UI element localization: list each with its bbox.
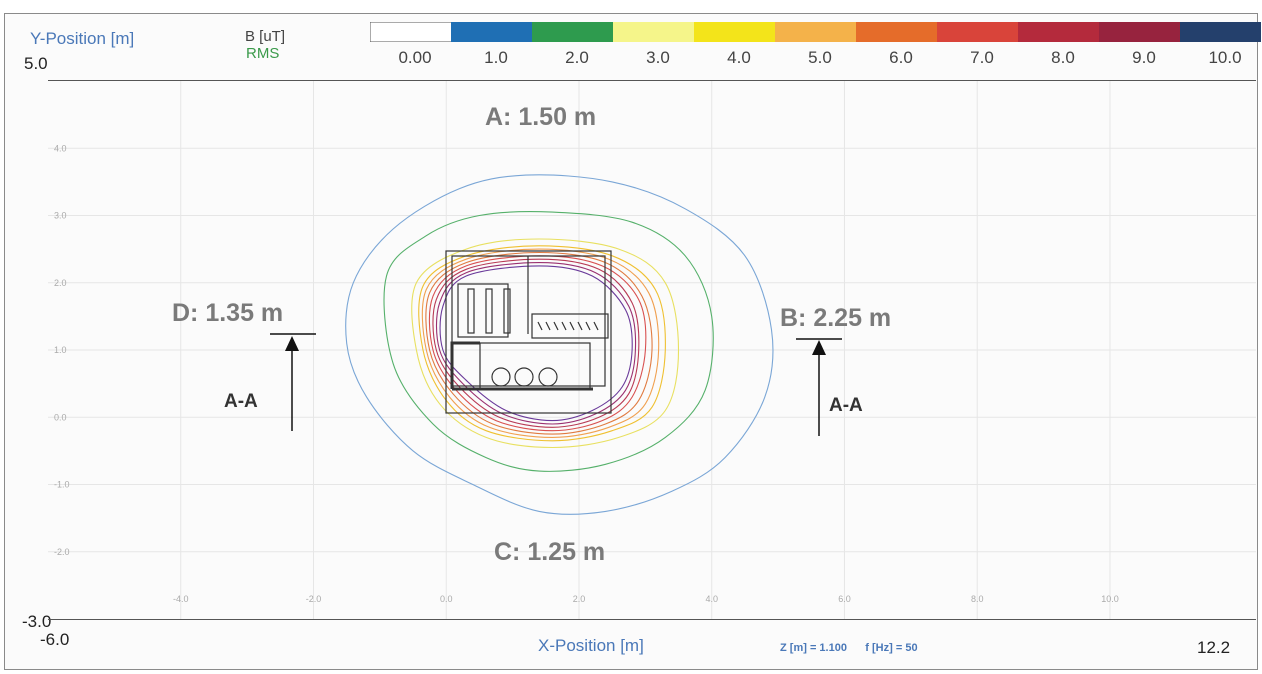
cable-run	[450, 341, 593, 391]
colorbar-level-label: 7.0	[970, 48, 994, 67]
y-tick-label: 3.0	[54, 211, 67, 221]
x-tick-label: 2.0	[573, 594, 586, 604]
x-tick-label: 0.0	[440, 594, 453, 604]
contour-level-9	[435, 262, 637, 425]
y-tick-label: 1.0	[54, 345, 67, 355]
tray-rung	[561, 321, 567, 331]
equipment-outline	[445, 250, 612, 414]
colorbar-swatch-1	[451, 22, 533, 42]
y-axis-title: Y-Position [m]	[30, 29, 135, 48]
y-tick-label: -1.0	[54, 480, 70, 490]
plot-area: -4.0 -2.0 0.0 2.0 4.0 6.0 8.0 10.0 4.0 3.0 2.0 1.0 0…	[48, 80, 1256, 620]
contour-level-10	[439, 265, 633, 422]
annotation-c: C: 1.25 m	[494, 538, 606, 566]
colorbar-swatch-5	[775, 22, 857, 42]
tray-rung	[537, 321, 543, 331]
colorbar-swatch-4	[694, 22, 776, 42]
annotation-b: B: 2.25 m	[780, 304, 892, 332]
x-axis-min-label: -6.0	[40, 630, 70, 649]
arrow-head-right	[812, 340, 826, 355]
colorbar-subtitle: RMS	[246, 45, 280, 62]
x-tick-label: -4.0	[173, 594, 189, 604]
y-axis-max-label: 5.0	[24, 54, 48, 73]
colorbar-swatch-0	[370, 22, 452, 42]
contour-level-1	[345, 174, 774, 515]
busbar	[503, 288, 511, 334]
contour-level-6	[425, 251, 653, 435]
colorbar-level-label: 0.00	[398, 48, 432, 67]
parameter-readout: Z [m] = 1.100 f [Hz] = 50	[780, 642, 918, 654]
transformer-bushing	[491, 367, 511, 387]
busbar	[485, 288, 493, 334]
x-axis-max-label: 12.2	[1197, 638, 1231, 657]
x-tick-label: 10.0	[1101, 594, 1119, 604]
colorbar-title: B [uT]	[245, 28, 286, 45]
tray-rung	[553, 321, 559, 331]
y-tick-label: 4.0	[54, 143, 67, 153]
transformer-bushing	[538, 367, 558, 387]
tray-rung	[585, 321, 591, 331]
contour-level-3	[411, 238, 680, 449]
tray-rung	[593, 321, 599, 331]
colorbar-swatch-8	[1018, 22, 1100, 42]
tray-rung	[577, 321, 583, 331]
busbar	[467, 288, 475, 334]
y-tick-label: -2.0	[54, 547, 70, 557]
equipment-enclosure	[445, 250, 612, 414]
colorbar-swatch-3	[613, 22, 695, 42]
colorbar-swatch-6	[856, 22, 938, 42]
colorbar-level-label: 1.0	[484, 48, 508, 67]
transformer-bushing	[514, 367, 534, 387]
x-axis-title: X-Position [m]	[538, 636, 644, 655]
colorbar-level-label: 6.0	[889, 48, 913, 67]
colorbar-level-label: 5.0	[808, 48, 832, 67]
y-axis-min-label: -3.0	[22, 612, 52, 631]
plot-frame	[4, 13, 1258, 670]
colorbar-level-label: 10.0	[1208, 48, 1242, 67]
contour-level-2	[383, 211, 714, 472]
colorbar-level-label: 8.0	[1051, 48, 1075, 67]
y-tick-label: 0.0	[54, 412, 67, 422]
colorbar-level-label: 3.0	[646, 48, 670, 67]
colorbar-level-label: 2.0	[565, 48, 589, 67]
section-label-right: A-A	[829, 395, 863, 416]
arrow-head-left	[285, 336, 299, 351]
section-label-left: A-A	[224, 391, 258, 412]
colorbar-swatch-2	[532, 22, 614, 42]
colorbar-labels: 0.00 1.0 2.0 3.0 4.0 5.0 6.0 7.0 8.0 9.0 10.0	[370, 48, 1261, 68]
y-tick-label: 2.0	[54, 278, 67, 288]
switchgear-block	[457, 283, 509, 338]
colorbar-swatch-9	[1099, 22, 1181, 42]
tray-rung	[545, 321, 551, 331]
frequency-parameter: f [Hz] = 50	[865, 642, 918, 654]
section-markers	[270, 333, 842, 436]
tray-rung	[569, 321, 575, 331]
contour-level-8	[432, 258, 640, 428]
colorbar-swatch-10	[1180, 22, 1261, 42]
x-tick-label: 6.0	[838, 594, 851, 604]
cable-tray	[531, 313, 609, 339]
contour-level-5	[421, 248, 660, 438]
colorbar-swatch-7	[937, 22, 1019, 42]
x-tick-label: 8.0	[971, 594, 984, 604]
colorbar-level-label: 4.0	[727, 48, 751, 67]
x-tick-label: -2.0	[306, 594, 322, 604]
annotation-d: D: 1.35 m	[172, 299, 284, 327]
plot-svg: -4.0 -2.0 0.0 2.0 4.0 6.0 8.0 10.0 4.0 3.0 2.0 1.0 0…	[48, 81, 1256, 619]
annotation-a: A: 1.50 m	[485, 103, 597, 131]
x-tick-label: 4.0	[705, 594, 718, 604]
colorbar-level-label: 9.0	[1132, 48, 1156, 67]
z-parameter: Z [m] = 1.100	[780, 642, 847, 654]
colorbar	[370, 22, 1261, 42]
